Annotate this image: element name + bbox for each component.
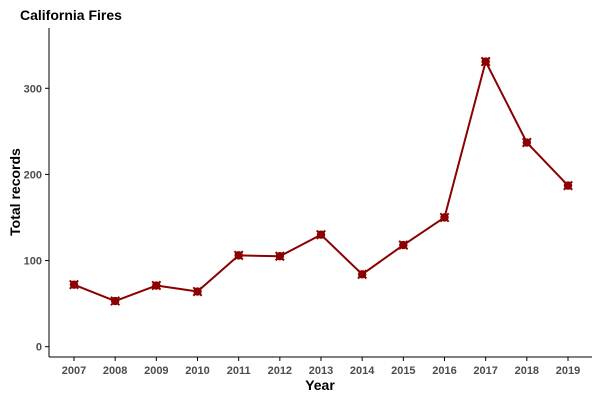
data-point bbox=[274, 251, 285, 262]
x-tick-label: 2011 bbox=[227, 365, 251, 377]
y-tick-label: 300 bbox=[24, 83, 42, 95]
x-tick-label: 2010 bbox=[185, 365, 209, 377]
data-point bbox=[151, 280, 162, 291]
y-tick-label: 200 bbox=[24, 169, 42, 181]
data-point bbox=[69, 279, 79, 290]
y-axis-title: Total records bbox=[7, 148, 23, 236]
x-tick-label: 2007 bbox=[62, 365, 86, 377]
x-tick-label: 2015 bbox=[391, 365, 415, 377]
data-point bbox=[480, 56, 491, 67]
data-point bbox=[398, 240, 409, 250]
data-point bbox=[439, 212, 450, 223]
x-tick-label: 2019 bbox=[556, 365, 580, 377]
series-line bbox=[73, 60, 569, 303]
data-point bbox=[316, 229, 326, 240]
data-point bbox=[357, 269, 368, 280]
x-tick-label: 2016 bbox=[432, 365, 456, 377]
chart-title: California Fires bbox=[20, 7, 122, 23]
y-ticks: 0 100 200 300 bbox=[24, 83, 49, 354]
x-tick-label: 2012 bbox=[268, 365, 292, 377]
x-tick-label: 2009 bbox=[144, 365, 168, 377]
x-tick-label: 2008 bbox=[103, 365, 127, 377]
x-ticks: 2007 2008 2009 2010 2011 2012 2013 2014 2015 2016… bbox=[62, 357, 580, 377]
x-axis-title: Year bbox=[305, 377, 335, 393]
series-group bbox=[69, 56, 573, 306]
y-tick-label: 100 bbox=[24, 256, 42, 268]
data-point bbox=[192, 286, 203, 297]
x-tick-label: 2017 bbox=[473, 365, 497, 377]
y-tick-label: 0 bbox=[36, 342, 42, 354]
data-point bbox=[563, 180, 573, 191]
data-point bbox=[233, 250, 244, 261]
x-tick-label: 2013 bbox=[309, 365, 333, 377]
x-tick-label: 2014 bbox=[350, 365, 375, 377]
data-point bbox=[110, 296, 121, 306]
data-point bbox=[521, 137, 532, 148]
x-tick-label: 2018 bbox=[515, 365, 539, 377]
